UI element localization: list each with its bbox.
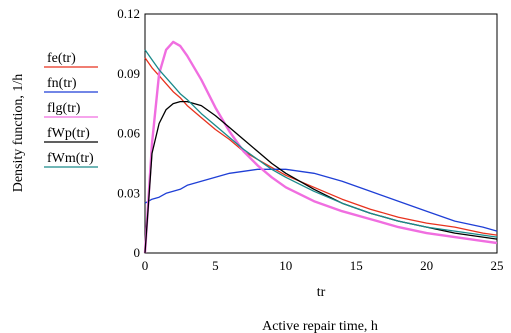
y-tick-label: 0.09 <box>117 66 140 81</box>
series-line-fetr <box>144 57 498 236</box>
legend-label: fn(tr) <box>47 76 77 91</box>
y-tick-label: 0.06 <box>117 126 140 141</box>
x-tick-label: 25 <box>491 258 504 273</box>
legend: fe(tr) fn(tr) flg(tr) fWp(tr) fWm(tr) <box>44 51 98 168</box>
x-axis-caption: Active repair time, h <box>262 319 378 333</box>
series-layer <box>143 40 498 254</box>
series-line-fntr <box>144 168 498 232</box>
series-line-fwmtr <box>144 49 498 238</box>
plot-area <box>143 13 498 254</box>
y-tick-label: 0.12 <box>117 6 140 21</box>
x-tick-label: 10 <box>279 258 292 273</box>
legend-label: fe(tr) <box>47 51 76 66</box>
y-tick-label: 0.03 <box>117 185 140 200</box>
legend-label: fWm(tr) <box>47 151 94 166</box>
y-axis-title: Density function, 1/h <box>11 74 26 193</box>
x-axis-title: tr <box>317 285 326 300</box>
legend-label: fWp(tr) <box>47 126 90 141</box>
series-line-flgtr <box>143 40 498 254</box>
legend-label: flg(tr) <box>47 101 81 116</box>
x-tick-labels: 0 5 10 15 20 25 <box>142 258 504 273</box>
y-tick-label: 0 <box>134 245 141 260</box>
x-tick-label: 20 <box>420 258 433 273</box>
y-tick-labels: 0 0.03 0.06 0.09 0.12 <box>117 6 140 260</box>
x-tick-label: 0 <box>142 258 149 273</box>
plot-frame <box>144 13 498 254</box>
x-tick-label: 15 <box>350 258 363 273</box>
x-tick-label: 5 <box>212 258 219 273</box>
